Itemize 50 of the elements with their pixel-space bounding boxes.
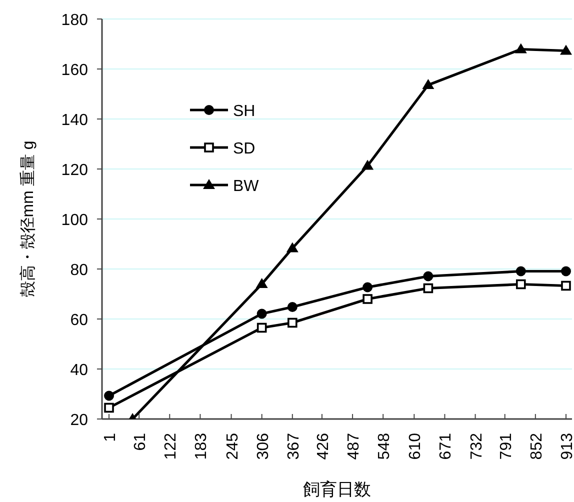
point — [104, 402, 114, 413]
y-tick-label: 140 — [61, 112, 88, 129]
y-tick-label: 40 — [70, 362, 88, 379]
x-tick-label: 245 — [224, 432, 242, 460]
point — [516, 266, 526, 276]
x-tick-label: 122 — [162, 432, 180, 460]
point — [256, 308, 267, 319]
x-tick-label: 1 — [102, 432, 120, 442]
point — [423, 283, 434, 294]
x-tick-label: 426 — [314, 432, 332, 460]
legend-label: BW — [233, 178, 260, 195]
x-tick-label: 732 — [468, 432, 486, 460]
point — [422, 79, 434, 89]
point — [256, 278, 268, 288]
x-tick-label: 548 — [376, 432, 394, 460]
point — [286, 242, 298, 252]
y-tick-label: 180 — [61, 12, 88, 29]
x-tick-label: 367 — [285, 432, 302, 460]
x-tick-label: 610 — [407, 432, 424, 460]
y-axis-title: 殻高・殻径mm 重量 g — [19, 140, 37, 298]
point — [514, 43, 527, 54]
point — [516, 279, 526, 290]
point — [362, 294, 372, 304]
x-tick-label: 61 — [132, 432, 150, 451]
point — [362, 282, 373, 292]
x-tick-label: 671 — [438, 432, 455, 460]
x-tick-label: 852 — [528, 432, 546, 460]
point — [362, 160, 374, 170]
y-tick-label: 160 — [61, 62, 88, 79]
y-tick-label: 60 — [70, 312, 88, 329]
x-tick-label: 306 — [254, 432, 272, 460]
point — [560, 44, 572, 55]
point — [256, 322, 267, 333]
point — [287, 302, 298, 312]
x-tick-label: 183 — [193, 432, 210, 460]
y-tick-label: 100 — [61, 212, 88, 229]
y-tick-label: 80 — [70, 262, 88, 279]
x-axis-title: 飼育日数 — [303, 480, 371, 499]
point — [104, 390, 114, 401]
x-tick-label: 487 — [346, 432, 363, 460]
y-tick-label: 120 — [61, 162, 88, 179]
point — [560, 266, 571, 276]
point — [561, 280, 571, 291]
x-tick-label: 791 — [498, 432, 515, 460]
point — [288, 318, 298, 328]
legend-label: SD — [233, 140, 256, 158]
legend-label: SH — [233, 103, 256, 120]
y-tick-label: 20 — [70, 412, 88, 429]
x-tick-label: 913 — [558, 432, 574, 460]
point — [423, 271, 434, 282]
